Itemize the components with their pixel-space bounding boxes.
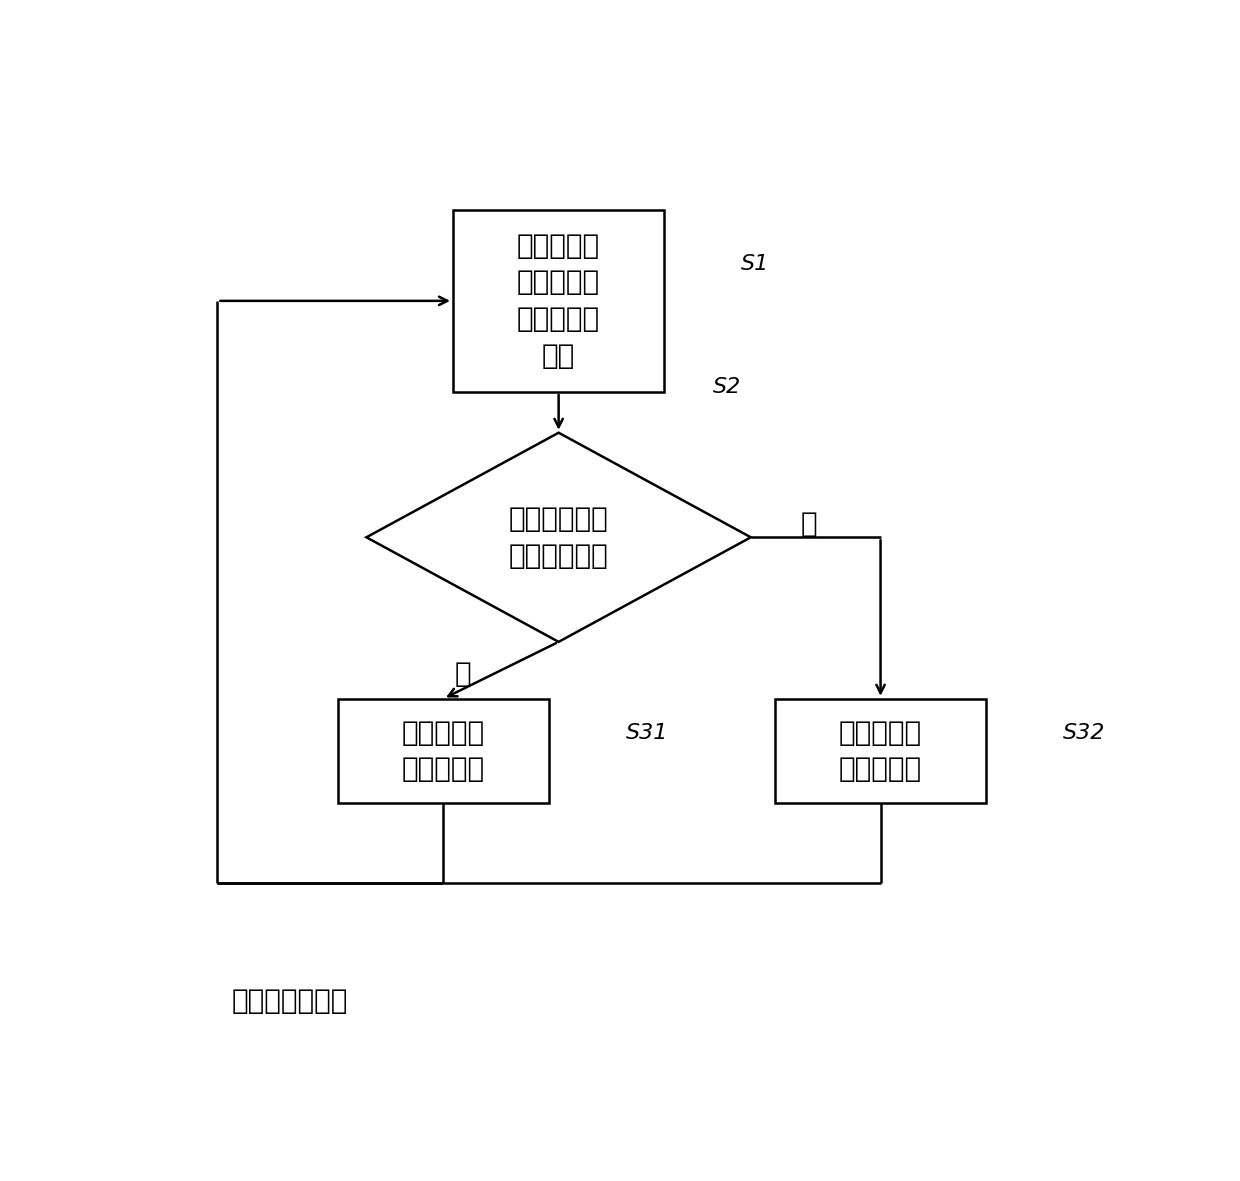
Text: 将调节装置
的开度调大: 将调节装置 的开度调大: [839, 718, 923, 783]
Text: 否: 否: [800, 510, 817, 537]
Bar: [453, 210, 665, 392]
Text: 判断绝对值是
否小于预设值: 判断绝对值是 否小于预设值: [508, 505, 609, 569]
Text: 将调节装置
的开度调小: 将调节装置 的开度调小: [402, 718, 485, 783]
Polygon shape: [367, 432, 751, 642]
Text: S1: S1: [742, 254, 770, 274]
Text: 是: 是: [454, 660, 471, 687]
Text: S31: S31: [626, 723, 668, 743]
Text: 检测环境温
度与预设温
度之差的绝
对值: 检测环境温 度与预设温 度之差的绝 对值: [517, 231, 600, 370]
Text: S32: S32: [1063, 723, 1106, 743]
Bar: [337, 699, 549, 803]
Bar: [775, 699, 986, 803]
Text: 经过预设时间后: 经过预设时间后: [232, 987, 348, 1016]
Text: S2: S2: [712, 377, 740, 397]
